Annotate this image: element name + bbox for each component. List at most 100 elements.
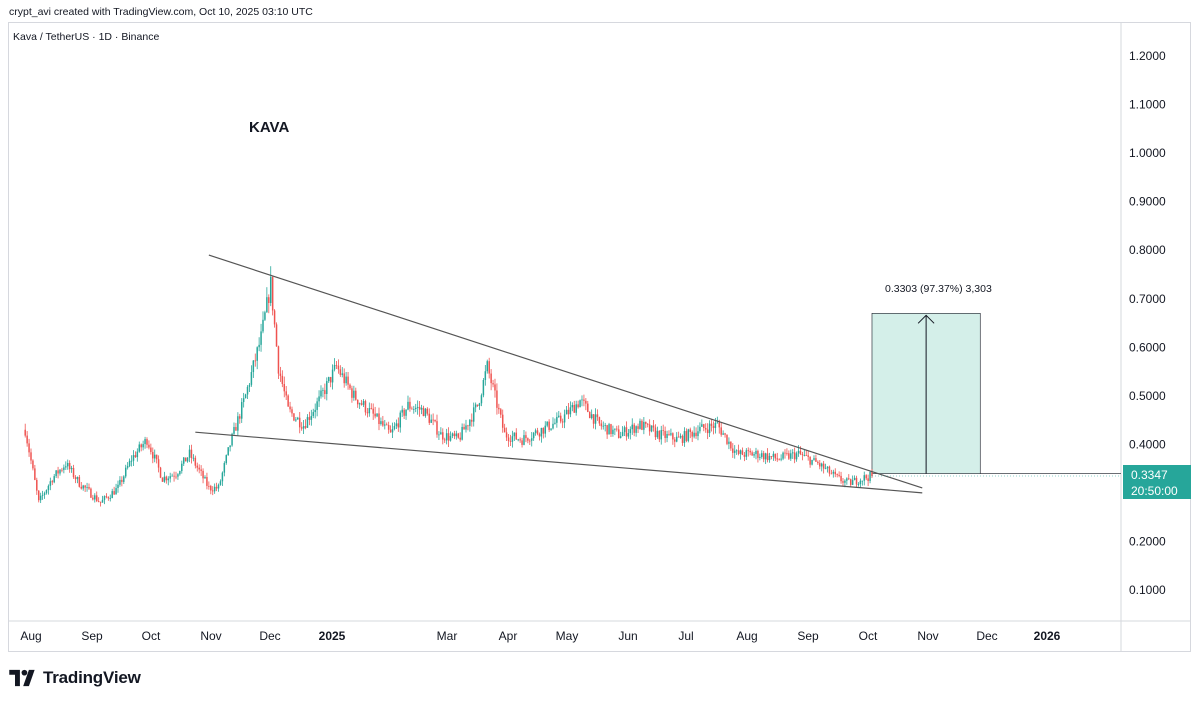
trendline-lower[interactable]: [195, 431, 923, 494]
candle-body-367: [733, 450, 736, 453]
candle-body-14: [51, 481, 54, 483]
candle-body-81: [181, 463, 183, 472]
candle-body-21: [65, 466, 67, 468]
candle-body-245: [498, 407, 500, 410]
candle-body-93: [204, 477, 206, 479]
candle-body-248: [503, 427, 506, 433]
candle-body-134: [283, 384, 286, 392]
candle-body-422: [840, 475, 842, 482]
candle-body-170: [353, 390, 355, 398]
candle-body-109: [235, 427, 237, 431]
candle-body-62: [144, 439, 146, 445]
price-tick-5: 0.6000: [1129, 340, 1166, 354]
candle-body-339: [679, 435, 682, 438]
candle-body-332: [666, 433, 668, 438]
candle-body-127: [269, 276, 272, 304]
candle-body-113: [242, 398, 245, 403]
candle-body-428: [851, 480, 854, 485]
trendline-upper[interactable]: [208, 254, 923, 489]
candle-body-394: [786, 453, 788, 455]
candle-body-286: [577, 404, 579, 408]
price-tick-8: 0.9000: [1129, 195, 1166, 209]
candle-body-33: [88, 487, 90, 489]
price-tick-11: 1.2000: [1129, 49, 1166, 63]
time-label-2: Oct: [142, 629, 161, 643]
candle-body-66: [152, 451, 154, 459]
candle-body-292: [588, 411, 591, 419]
candle-body-156: [326, 381, 328, 395]
candle-body-149: [312, 412, 315, 416]
candle-body-371: [741, 450, 744, 455]
candle-body-71: [161, 477, 164, 482]
candle-body-41: [103, 496, 106, 500]
candle-body-154: [322, 390, 324, 391]
candle-body-128: [271, 276, 274, 311]
candle-body-35: [92, 497, 94, 500]
time-label-8: May: [556, 629, 579, 643]
candle-body-251: [509, 440, 512, 442]
candle-body-207: [424, 408, 427, 417]
candle-body-316: [635, 426, 637, 433]
candle-body-321: [645, 421, 647, 424]
time-label-0: Aug: [20, 629, 41, 643]
candle-body-159: [331, 369, 334, 383]
candle-body-313: [629, 429, 632, 434]
candle-body-250: [507, 437, 510, 441]
candle-body-17: [57, 470, 59, 474]
candle-body-219: [447, 433, 450, 441]
candle-body-129: [273, 310, 276, 325]
candle-body-214: [438, 434, 440, 436]
candle-body-179: [370, 408, 373, 409]
candle-body-72: [163, 476, 166, 482]
candle-body-49: [119, 479, 121, 485]
candle-body-82: [182, 457, 185, 464]
candle-body-42: [105, 496, 108, 498]
candle-body-197: [405, 409, 407, 416]
candle-body-414: [824, 468, 827, 470]
candle-body-380: [759, 456, 761, 458]
candle-body-225: [459, 437, 461, 440]
candle-body-349: [699, 426, 701, 432]
candle-body-165: [343, 373, 345, 384]
last-price-badge: 0.3347 20:50:00: [1123, 465, 1191, 499]
candle-body-348: [697, 431, 699, 437]
candle-body-322: [646, 423, 649, 425]
candle-body-238: [484, 371, 487, 380]
candle-body-5: [34, 468, 36, 480]
candle-body-239: [486, 361, 489, 372]
candle-body-407: [811, 459, 813, 465]
candle-body-39: [99, 501, 102, 503]
candle-body-36: [94, 495, 96, 500]
candle-body-240: [488, 361, 490, 374]
candle-body-119: [254, 360, 257, 362]
tradingview-logo[interactable]: TradingView: [9, 667, 141, 689]
candle-body-252: [511, 436, 514, 442]
candle-body-182: [376, 413, 378, 417]
candle-body-24: [70, 467, 73, 470]
candle-body-231: [471, 419, 473, 422]
candle-body-306: [616, 428, 618, 430]
candle-body-51: [123, 476, 125, 482]
price-tick-1: 0.2000: [1129, 534, 1166, 548]
candle-body-297: [598, 417, 601, 424]
candle-body-365: [730, 441, 732, 449]
candle-body-195: [401, 409, 403, 413]
candle-body-327: [656, 430, 659, 438]
candle-body-157: [327, 377, 330, 382]
measure-label: 0.3303 (97.37%) 3,303: [885, 283, 992, 295]
candle-body-11: [45, 490, 48, 494]
candle-body-363: [726, 434, 728, 444]
candle-body-373: [745, 450, 748, 457]
candle-body-104: [225, 455, 228, 464]
candle-body-68: [155, 454, 158, 460]
candle-body-378: [755, 450, 757, 455]
candle-body-273: [552, 423, 554, 429]
candle-body-429: [853, 477, 856, 481]
candle-body-293: [590, 414, 593, 419]
candle-body-146: [306, 417, 309, 428]
candle-body-247: [501, 414, 504, 428]
candle-body-120: [256, 347, 258, 361]
candle-body-320: [643, 421, 645, 430]
candle-body-211: [432, 419, 434, 421]
